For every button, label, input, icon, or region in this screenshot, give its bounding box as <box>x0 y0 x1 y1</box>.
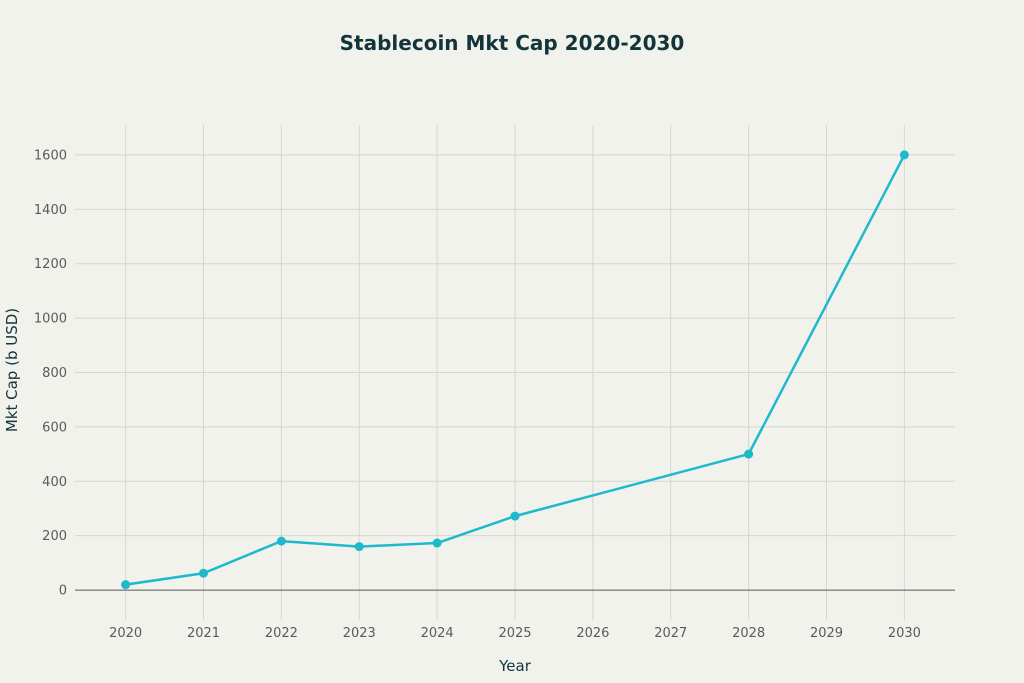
data-point[interactable] <box>510 511 520 521</box>
y-tick-label: 1600 <box>34 148 67 163</box>
y-tick-label: 600 <box>42 420 67 435</box>
data-point[interactable] <box>121 580 131 590</box>
y-tick-label: 1200 <box>34 257 67 272</box>
x-tick-label: 2030 <box>888 626 921 641</box>
x-tick-label: 2022 <box>265 626 298 641</box>
y-tick-label: 800 <box>42 366 67 381</box>
data-point[interactable] <box>276 536 286 546</box>
x-tick-label: 2028 <box>732 626 765 641</box>
y-tick-label: 200 <box>42 529 67 544</box>
data-point[interactable] <box>198 568 208 578</box>
data-point[interactable] <box>899 150 909 160</box>
x-tick-label: 2020 <box>109 626 142 641</box>
x-tick-labels: 2020 2021 2022 2023 2024 2025 2026 2027 2028 2029… <box>109 626 921 641</box>
x-tick-label: 2024 <box>421 626 454 641</box>
data-point[interactable] <box>354 542 364 552</box>
y-tick-label: 0 <box>59 584 67 599</box>
data-point[interactable] <box>744 449 754 459</box>
x-tick-label: 2026 <box>576 626 609 641</box>
x-tick-label: 2029 <box>810 626 843 641</box>
chart-title: Stablecoin Mkt Cap 2020-2030 <box>340 31 685 55</box>
x-axis-label: Year <box>498 657 532 675</box>
y-axis-label: Mkt Cap (b USD) <box>3 308 21 432</box>
y-tick-label: 1400 <box>34 203 67 218</box>
y-tick-label: 400 <box>42 475 67 490</box>
grid-layer <box>75 125 955 620</box>
series-line <box>125 154 906 586</box>
series-layer <box>121 150 909 590</box>
x-tick-label: 2023 <box>343 626 376 641</box>
x-tick-label: 2021 <box>187 626 220 641</box>
y-tick-labels: 0 200 400 600 800 1000 1200 1400 1600 <box>34 148 67 598</box>
x-tick-label: 2027 <box>654 626 687 641</box>
x-tick-label: 2025 <box>498 626 531 641</box>
y-tick-label: 1000 <box>34 312 67 327</box>
data-point[interactable] <box>432 538 442 548</box>
